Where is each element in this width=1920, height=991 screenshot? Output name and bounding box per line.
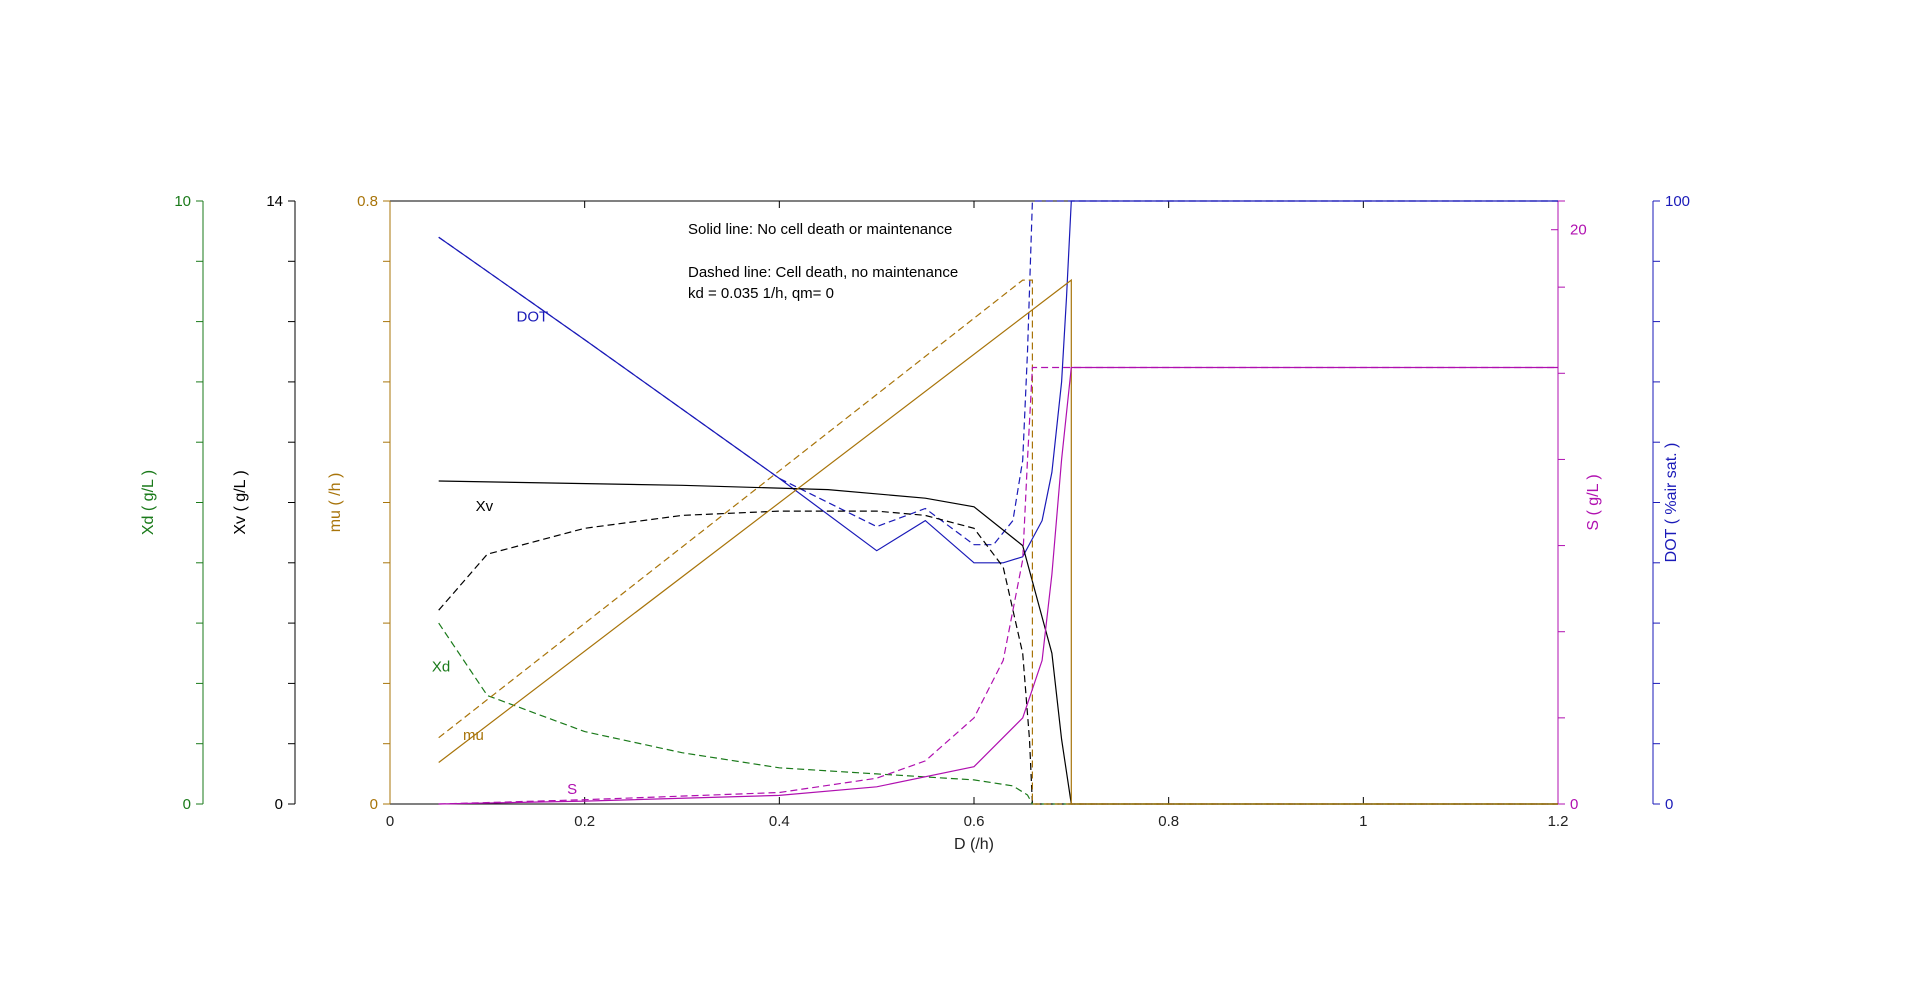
series-xd-dashed (438, 622, 1558, 805)
annotation-box: Solid line: No cell death or maintenance… (688, 221, 958, 302)
plot-box (390, 200, 1559, 805)
curve-label-s: S (567, 781, 577, 798)
y-axis-label-dot: DOT ( %air sat. ) (1663, 443, 1680, 563)
y-axis-mu: 0 0.8 mu ( /h ) (327, 193, 391, 813)
y-axis-label-xv: Xv ( g/L ) (232, 470, 249, 534)
y-axis-dot: 0 100 DOT ( %air sat. ) (1652, 193, 1690, 813)
y-axis-s: 0 20 S ( g/L ) (1551, 200, 1602, 813)
curve-labels: DOT Xv Xd mu S (432, 309, 577, 798)
y-axis-xv: 0 14 Xv ( g/L ) (232, 193, 296, 813)
series-mu-dashed (438, 279, 1558, 805)
series-s-solid (438, 366, 1558, 805)
x-tick-label: 0.8 (1158, 813, 1179, 830)
series-s-dashed (438, 366, 1558, 805)
y-tick-label-mu: 0.8 (357, 193, 378, 210)
y-axis-xd: 0 10 Xd ( g/L ) (140, 193, 204, 813)
x-tick-label: 0.4 (769, 813, 790, 830)
x-tick-label: 0.6 (964, 813, 985, 830)
y-tick-label-dot: 100 (1665, 193, 1690, 210)
series-xv-solid (438, 480, 1558, 805)
series-mu-solid (438, 278, 1558, 805)
y-tick-label-dot: 0 (1665, 796, 1673, 813)
y-axis-label-mu: mu ( /h ) (327, 473, 344, 533)
curve-label-xv: Xv (476, 498, 494, 515)
annotation-solid: Solid line: No cell death or maintenance (688, 221, 952, 238)
y-tick-label-s: 20 (1570, 222, 1587, 239)
series-dot-solid (438, 200, 1558, 564)
series-xv-dashed (438, 510, 1558, 805)
y-tick-label-mu: 0 (370, 796, 378, 813)
y-tick-label-xv: 0 (275, 796, 283, 813)
curve-label-xd: Xd (432, 658, 450, 675)
x-tick-label: 0.2 (574, 813, 595, 830)
y-tick-label-s: 0 (1570, 796, 1578, 813)
x-tick-label: 1.2 (1548, 813, 1569, 830)
curve-label-mu: mu (463, 727, 484, 744)
y-axis-label-xd: Xd ( g/L ) (140, 470, 157, 535)
series-dot-dashed (438, 200, 1558, 546)
y-tick-label-xd: 10 (174, 193, 191, 210)
x-axis: 0 0.2 0.4 0.6 0.8 1 1.2 (386, 201, 1569, 830)
y-axis-label-s: S ( g/L ) (1585, 474, 1602, 530)
annotation-params: kd = 0.035 1/h, qm= 0 (688, 285, 834, 302)
x-tick-label: 0 (386, 813, 394, 830)
x-axis-label: D (/h) (954, 836, 994, 853)
y-tick-label-xd: 0 (183, 796, 191, 813)
curve-label-dot: DOT (517, 309, 549, 326)
x-tick-label: 1 (1359, 813, 1367, 830)
y-tick-label-xv: 14 (266, 193, 283, 210)
series-layer (438, 200, 1558, 805)
annotation-dashed: Dashed line: Cell death, no maintenance (688, 264, 958, 281)
